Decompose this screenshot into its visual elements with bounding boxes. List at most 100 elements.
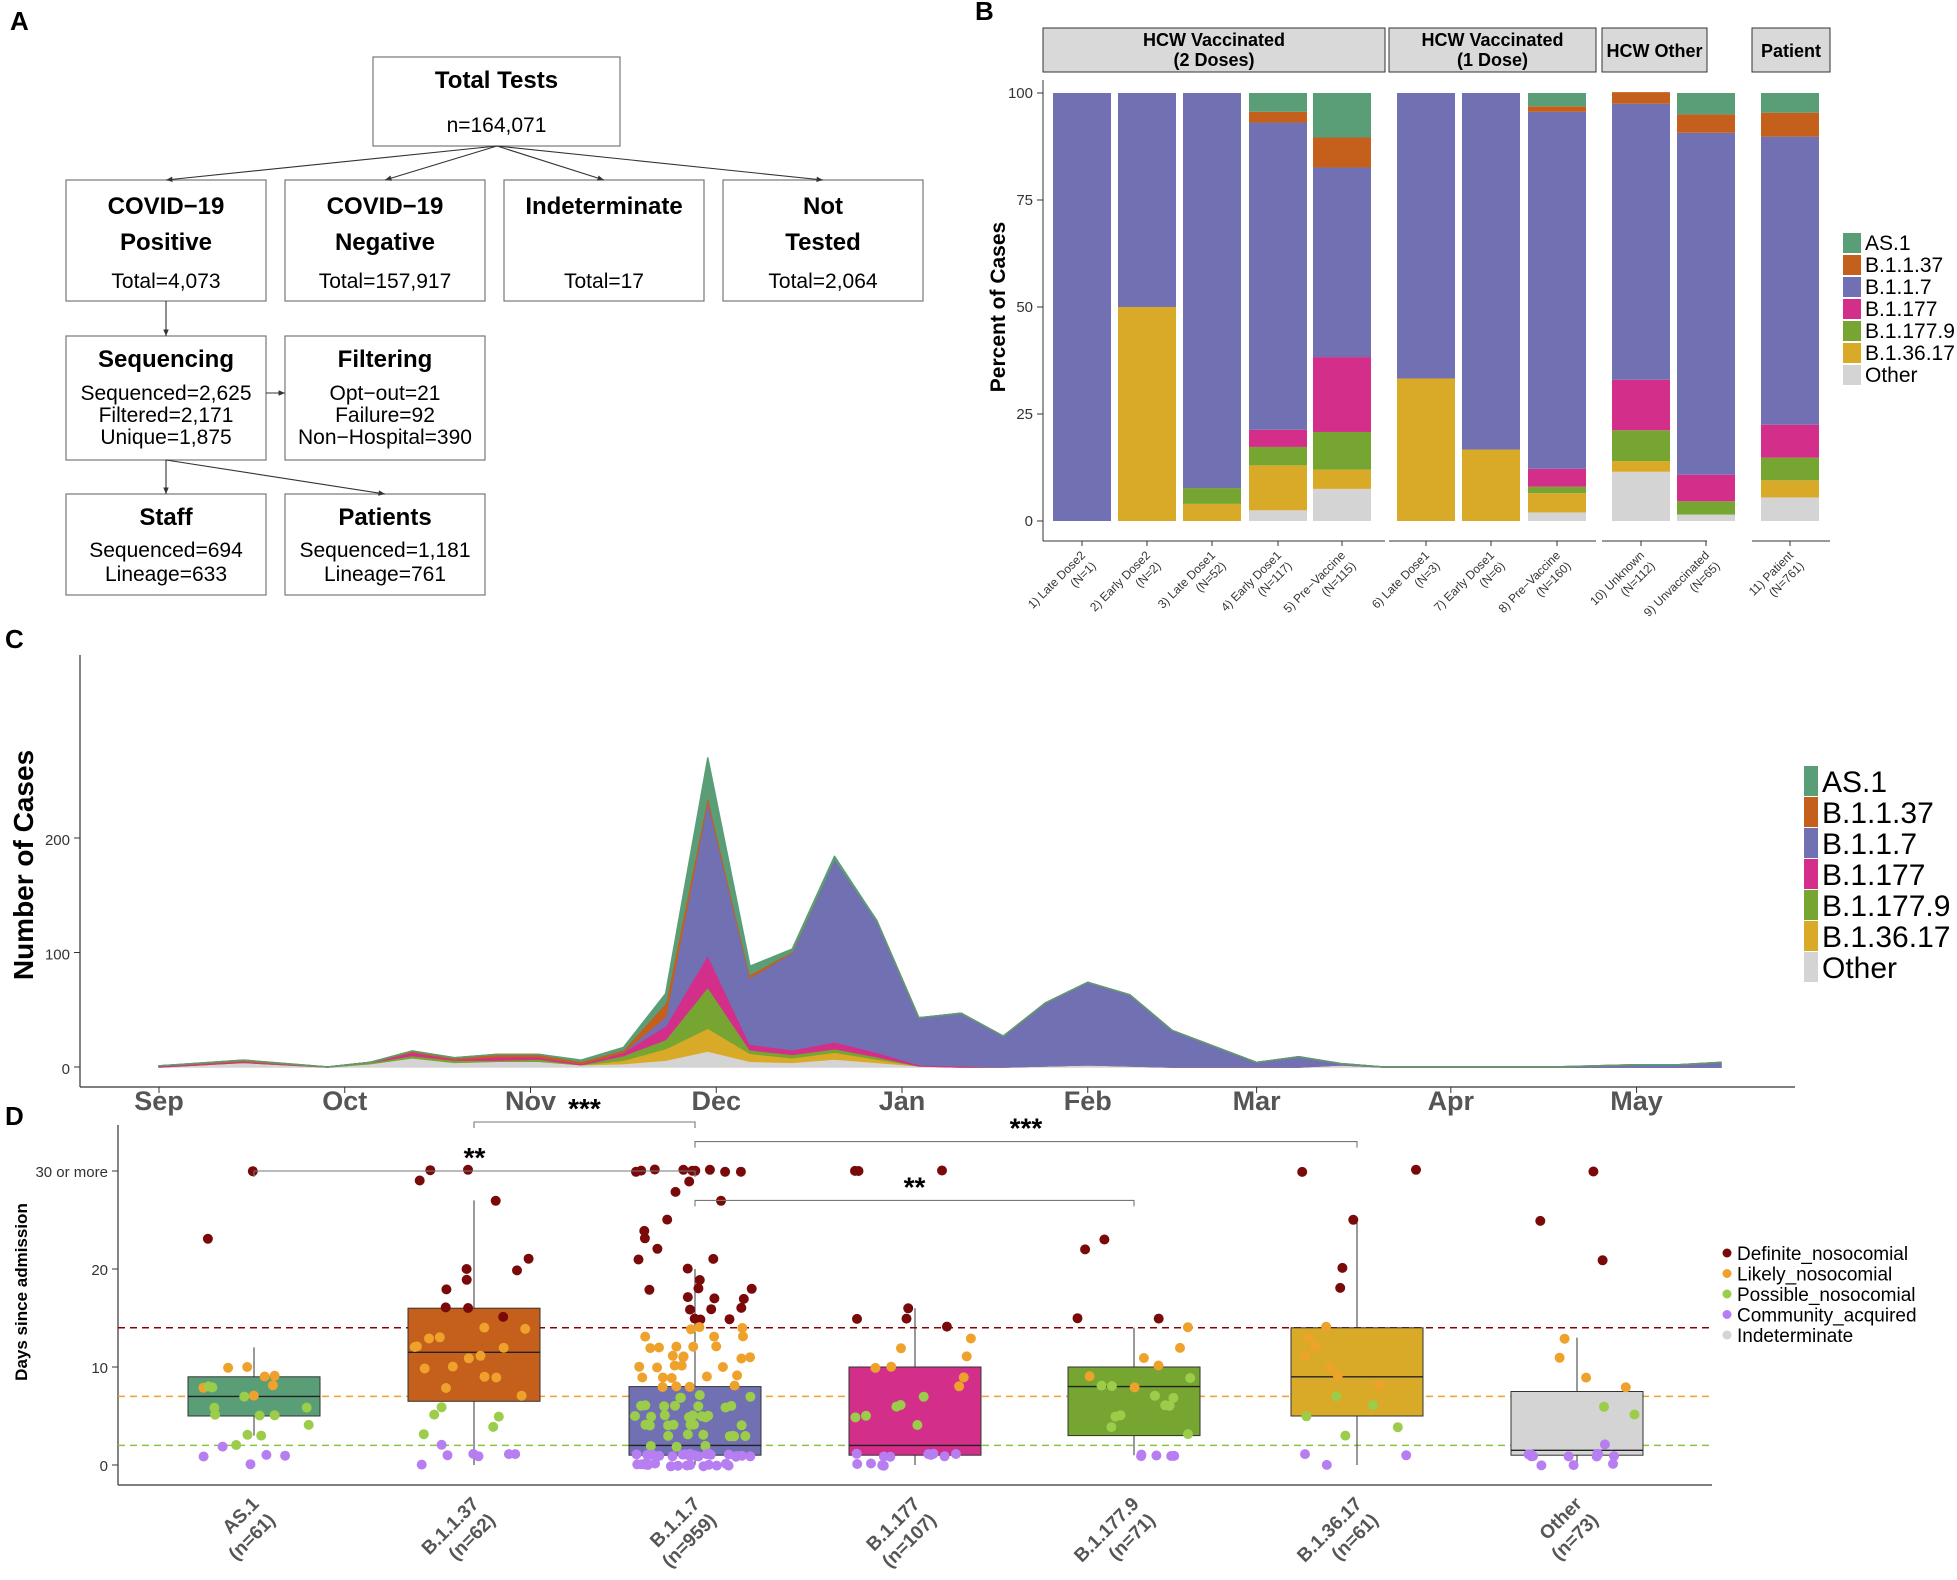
- point-Community_acquired-6: [1563, 1451, 1574, 1462]
- point-Definite_nosocomial-2: [639, 1225, 650, 1236]
- point-Likely_nosocomial-2: [634, 1361, 645, 1372]
- significance-label-3: **: [464, 1142, 486, 1173]
- legend-label-B.1.177: B.1.177: [1822, 859, 1925, 892]
- point-Community_acquired-2: [685, 1460, 696, 1470]
- point-Possible_nosocomial-2: [670, 1400, 680, 1411]
- box-B.1.1.37: [407, 1307, 541, 1402]
- bar-B.1.1.7-9: [1677, 132, 1735, 475]
- point-Likely_nosocomial-0: [259, 1371, 270, 1382]
- point-Likely_nosocomial-5: [1309, 1341, 1320, 1352]
- legend-dot-Community_acquired: [1722, 1310, 1732, 1319]
- panel-b-stacked-bar-chart: HCW Vaccinated (2 Doses) HCW Vaccinated (1 …: [987, 27, 1955, 619]
- y-tick-label: 20: [91, 1262, 108, 1279]
- sequencing-box: [65, 335, 267, 461]
- legend-swatch-B.1.36.17: [1843, 343, 1861, 363]
- bar-Other-7: [1528, 512, 1586, 521]
- bar-Other-4: [1313, 488, 1371, 521]
- point-Community_acquired-0: [198, 1451, 209, 1462]
- point-Likely_nosocomial-2: [737, 1323, 748, 1333]
- y-tick-label: 50: [1016, 299, 1033, 316]
- point-Likely_nosocomial-2: [676, 1360, 687, 1371]
- point-Possible_nosocomial-4: [1185, 1373, 1196, 1383]
- point-Definite_nosocomial-3: [903, 1303, 914, 1314]
- bar-B.1.36.17-7: [1528, 493, 1586, 513]
- point-Likely_nosocomial-1: [520, 1323, 531, 1334]
- point-Possible_nosocomial-5: [1367, 1400, 1378, 1411]
- point-Community_acquired-2: [677, 1449, 688, 1460]
- point-Possible_nosocomial-2: [630, 1411, 640, 1421]
- point-Likely_nosocomial-1: [479, 1371, 490, 1382]
- point-Possible_nosocomial-4: [1096, 1380, 1107, 1391]
- filtering-values: Opt−out=21 Failure=92 Non−Hospital=390: [298, 382, 472, 449]
- point-Definite_nosocomial-3: [853, 1166, 864, 1176]
- bar-B.1.1.37-7: [1528, 106, 1586, 112]
- bar-B.1.1.7-3: [1249, 122, 1307, 430]
- x-category-label-5: B.1.36.17(n=61): [1293, 1494, 1382, 1580]
- point-Definite_nosocomial-2: [685, 1304, 695, 1315]
- outcome-2-title: Indeterminate: [525, 193, 682, 220]
- point-Likely_nosocomial-2: [666, 1373, 677, 1383]
- point-Definite_nosocomial-2: [682, 1292, 693, 1303]
- x-category-label-3: B.1.177(n=107): [862, 1494, 941, 1573]
- x-category-label-2: B.1.1.7(n=959): [642, 1494, 721, 1573]
- point-Likely_nosocomial-4: [1153, 1360, 1164, 1371]
- point-Possible_nosocomial-5: [1392, 1422, 1403, 1433]
- bar-B.1.36.17-2: [1183, 503, 1241, 521]
- point-Possible_nosocomial-2: [636, 1400, 647, 1411]
- panel-d-box-plot: 0 10 20 30 or more Days since admission AS.1(…: [12, 1093, 1917, 1580]
- point-Community_acquired-2: [654, 1450, 665, 1461]
- bar-B.1.177.9-8: [1612, 430, 1670, 462]
- point-Definite_nosocomial-5: [1348, 1214, 1359, 1225]
- point-Community_acquired-6: [1526, 1449, 1537, 1460]
- point-Definite_nosocomial-2: [639, 1233, 650, 1244]
- bar-B.1.1.7-7: [1528, 111, 1586, 469]
- point-Possible_nosocomial-2: [698, 1429, 709, 1440]
- point-Likely_nosocomial-1: [441, 1383, 451, 1393]
- point-Possible_nosocomial-0: [242, 1429, 253, 1440]
- bar-B.1.1.37-4: [1313, 137, 1371, 168]
- point-Possible_nosocomial-2: [663, 1430, 674, 1441]
- point-Likely_nosocomial-5: [1303, 1332, 1314, 1343]
- bar-B.1.1.7-2: [1183, 93, 1241, 489]
- point-Definite_nosocomial-5: [1337, 1262, 1348, 1273]
- point-Likely_nosocomial-1: [475, 1350, 486, 1361]
- facet-strip-label-0: HCW Vaccinated (2 Doses): [1143, 30, 1285, 70]
- point-Possible_nosocomial-4: [1149, 1390, 1160, 1401]
- point-Community_acquired-6: [1609, 1451, 1619, 1462]
- point-Community_acquired-5: [1401, 1450, 1412, 1461]
- bar-B.1.36.17-4: [1313, 469, 1371, 489]
- point-Possible_nosocomial-2: [671, 1441, 682, 1452]
- x-category-label-4: B.1.177.9(n=71): [1070, 1494, 1159, 1580]
- point-Possible_nosocomial-3: [912, 1420, 923, 1430]
- arrow-total-to-outcome-3-head: [816, 176, 823, 183]
- point-Definite_nosocomial-3: [852, 1313, 862, 1324]
- point-Possible_nosocomial-1: [488, 1421, 499, 1432]
- point-Possible_nosocomial-2: [736, 1420, 747, 1431]
- point-Definite_nosocomial-5: [1335, 1282, 1346, 1293]
- outcome-1-box: [284, 179, 486, 302]
- point-Likely_nosocomial-2: [711, 1341, 722, 1352]
- y-tick-label: 0: [62, 1061, 70, 1078]
- significance-bracket-2: [694, 1199, 1135, 1207]
- point-Community_acquired-3: [950, 1449, 961, 1459]
- point-Definite_nosocomial-1: [490, 1195, 501, 1206]
- bar-B.1.177.9-10: [1761, 457, 1819, 481]
- outcome-3-title: Not Tested: [785, 193, 861, 256]
- point-Community_acquired-1: [468, 1448, 479, 1459]
- point-Community_acquired-4: [1151, 1450, 1162, 1461]
- x-tick-label-Oct: Oct: [322, 1086, 367, 1116]
- point-Definite_nosocomial-2: [720, 1166, 731, 1177]
- point-Definite_nosocomial-2: [662, 1214, 673, 1225]
- point-Community_acquired-1: [503, 1449, 514, 1460]
- y-tick-label: 100: [45, 947, 70, 964]
- point-Likely_nosocomial-3: [961, 1351, 972, 1362]
- point-Likely_nosocomial-6: [1559, 1333, 1570, 1344]
- bar-AS.1-9: [1677, 93, 1735, 115]
- legend-label-B.1.1.37: B.1.1.37: [1822, 797, 1934, 830]
- point-Community_acquired-2: [703, 1459, 714, 1470]
- point-Likely_nosocomial-5: [1300, 1351, 1311, 1362]
- point-Definite_nosocomial-1: [440, 1302, 451, 1313]
- point-Definite_nosocomial-2: [678, 1164, 689, 1175]
- point-Definite_nosocomial-2: [736, 1302, 747, 1313]
- bar-AS.1-10: [1761, 93, 1819, 113]
